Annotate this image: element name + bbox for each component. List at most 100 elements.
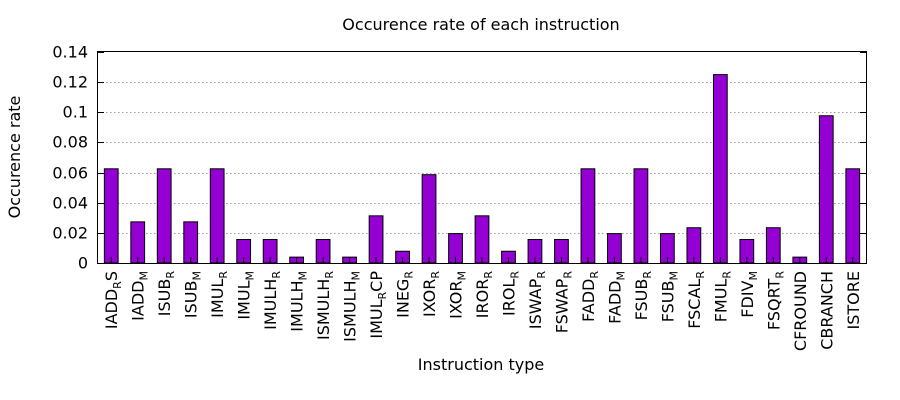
- bar: [156, 168, 172, 264]
- y-tick-label: 0.08: [52, 133, 88, 152]
- x-tick-label-subscript: R: [217, 271, 230, 279]
- x-tick-label: ISTORE: [844, 271, 863, 329]
- x-tick-label-subscript: R: [588, 271, 601, 279]
- y-axis-ticks: 0 0.02 0.04 0.06 0.08 0.1 0.12 0.14: [52, 43, 866, 273]
- x-tick-label-base: IADD: [129, 281, 148, 321]
- x-axis-title: Instruction type: [418, 355, 544, 374]
- x-tick-label-base: IMUL: [208, 279, 227, 318]
- x-tick-label-base: FDIV: [738, 280, 757, 317]
- x-tick-label-base: FSUB: [658, 281, 677, 323]
- x-tick-label-subscript: M: [667, 271, 680, 281]
- bar: [421, 174, 437, 264]
- x-tick-label-subscript: R: [482, 271, 495, 279]
- x-tick-label-subscript: R: [561, 271, 574, 279]
- x-axis-ticks: IADDRSIADDMISUBRISUBMIMULRIMULMIMULHRIMU…: [102, 257, 863, 351]
- x-tick-label: FSUBR: [632, 271, 654, 321]
- x-tick-label-base: FSWAP: [552, 278, 571, 333]
- x-tick-label-base: IMULH: [261, 279, 280, 330]
- x-tick-label: IADDRS: [102, 271, 124, 329]
- x-tick-label: FSWAPR: [552, 271, 574, 334]
- x-tick-label-subscript: R: [376, 291, 389, 299]
- x-tick-label: ISUBM: [182, 271, 204, 318]
- x-tick-label-base: IXOR: [420, 279, 439, 317]
- x-tick-label-subscript: M: [138, 271, 151, 281]
- bar: [183, 221, 199, 264]
- x-tick-label-subscript: R: [403, 271, 416, 279]
- x-tick-label: IMULM: [235, 271, 257, 320]
- x-tick-label-base: FADD: [579, 279, 598, 322]
- plot-frame: [97, 51, 867, 264]
- x-tick-label-base: IMUL: [367, 299, 386, 338]
- x-tick-label: FSUBM: [658, 271, 680, 322]
- x-tick-label-subscript: R: [270, 271, 283, 279]
- x-tick-label: INEGR: [394, 271, 416, 318]
- bar: [712, 74, 728, 264]
- x-tick-label-subscript: R: [429, 271, 442, 279]
- x-tick-label-subscript: M: [350, 271, 363, 281]
- x-tick-label: IMULHM: [288, 271, 310, 332]
- x-tick-label-base: ISMULH: [314, 279, 333, 340]
- bar: [368, 215, 384, 264]
- y-tick-label: 0.12: [52, 73, 88, 92]
- x-tick-label-subscript: R: [641, 271, 654, 279]
- x-tick-label-base: FSCAL: [685, 279, 704, 329]
- x-tick-label-subscript: R: [694, 271, 707, 279]
- x-tick-label: FSCALR: [685, 271, 707, 329]
- x-tick-label-base: IROL: [499, 279, 518, 316]
- x-tick-label: IMULRCP: [367, 271, 389, 339]
- x-tick-label: FSQRTR: [764, 271, 786, 330]
- x-tick-label-base: IADD: [102, 289, 121, 329]
- x-tick-label: IADDM: [129, 271, 151, 321]
- x-tick-label: ISUBR: [155, 271, 177, 317]
- x-tick-label-base: ISMULH: [341, 281, 360, 342]
- y-tick-label: 0.14: [52, 43, 88, 62]
- x-tick-label-subscript: R: [535, 271, 548, 279]
- x-tick-label-subscript: M: [614, 271, 627, 281]
- bar: [130, 221, 146, 264]
- x-tick-label-base: INEG: [394, 279, 413, 318]
- x-tick-label-base: IROR: [473, 279, 492, 319]
- x-tick-label-base: FSQRT: [764, 278, 783, 330]
- x-tick-label-suffix: S: [102, 271, 121, 281]
- bar: [209, 168, 225, 264]
- bars: [103, 74, 861, 264]
- x-tick-label-subscript: M: [191, 271, 204, 281]
- x-tick-label-subscript: M: [456, 271, 469, 281]
- x-tick-label: IXORM: [447, 271, 469, 319]
- x-tick-label: IMULHR: [261, 271, 283, 330]
- grid-lines: [98, 82, 866, 234]
- x-tick-label: FMULR: [711, 271, 733, 323]
- y-tick-label: 0.04: [52, 194, 88, 213]
- bar: [845, 168, 861, 264]
- x-tick-label: IRORR: [473, 271, 495, 319]
- x-tick-label: CFROUND: [791, 271, 810, 351]
- x-tick-label: ISMULHR: [314, 271, 336, 340]
- x-tick-label: ISWAPR: [526, 271, 548, 329]
- x-tick-label-subscript: M: [297, 271, 310, 281]
- y-axis-title: Occurence rate: [5, 96, 24, 219]
- x-tick-label-base: ISUB: [182, 281, 201, 319]
- x-tick-label-base: CFROUND: [791, 271, 810, 351]
- x-tick-label-subscript: R: [720, 271, 733, 279]
- y-tick-label: 0.1: [63, 103, 88, 122]
- x-tick-label-base: IXOR: [447, 281, 466, 319]
- x-tick-label-subscript: R: [164, 271, 177, 279]
- x-tick-label-base: FMUL: [711, 279, 730, 323]
- y-tick-label: 0.06: [52, 164, 88, 183]
- x-tick-label: IXORR: [420, 271, 442, 317]
- x-tick-label-subscript: M: [244, 271, 257, 281]
- x-tick-label-base: FADD: [605, 281, 624, 324]
- bar: [818, 115, 834, 264]
- bar: [580, 168, 596, 264]
- x-tick-label-base: FSUB: [632, 279, 651, 321]
- y-tick-label: 0: [78, 254, 88, 273]
- x-tick-label-base: ISUB: [155, 279, 174, 317]
- x-tick-label: CBRANCH: [817, 271, 836, 350]
- x-tick-label: FADDR: [579, 271, 601, 322]
- x-tick-label: ISMULHM: [341, 271, 363, 342]
- x-tick-label-base: IMUL: [235, 280, 254, 319]
- x-tick-label: IROLR: [499, 271, 521, 316]
- x-tick-label-subscript: R: [773, 271, 786, 279]
- x-tick-label: FADDM: [605, 271, 627, 324]
